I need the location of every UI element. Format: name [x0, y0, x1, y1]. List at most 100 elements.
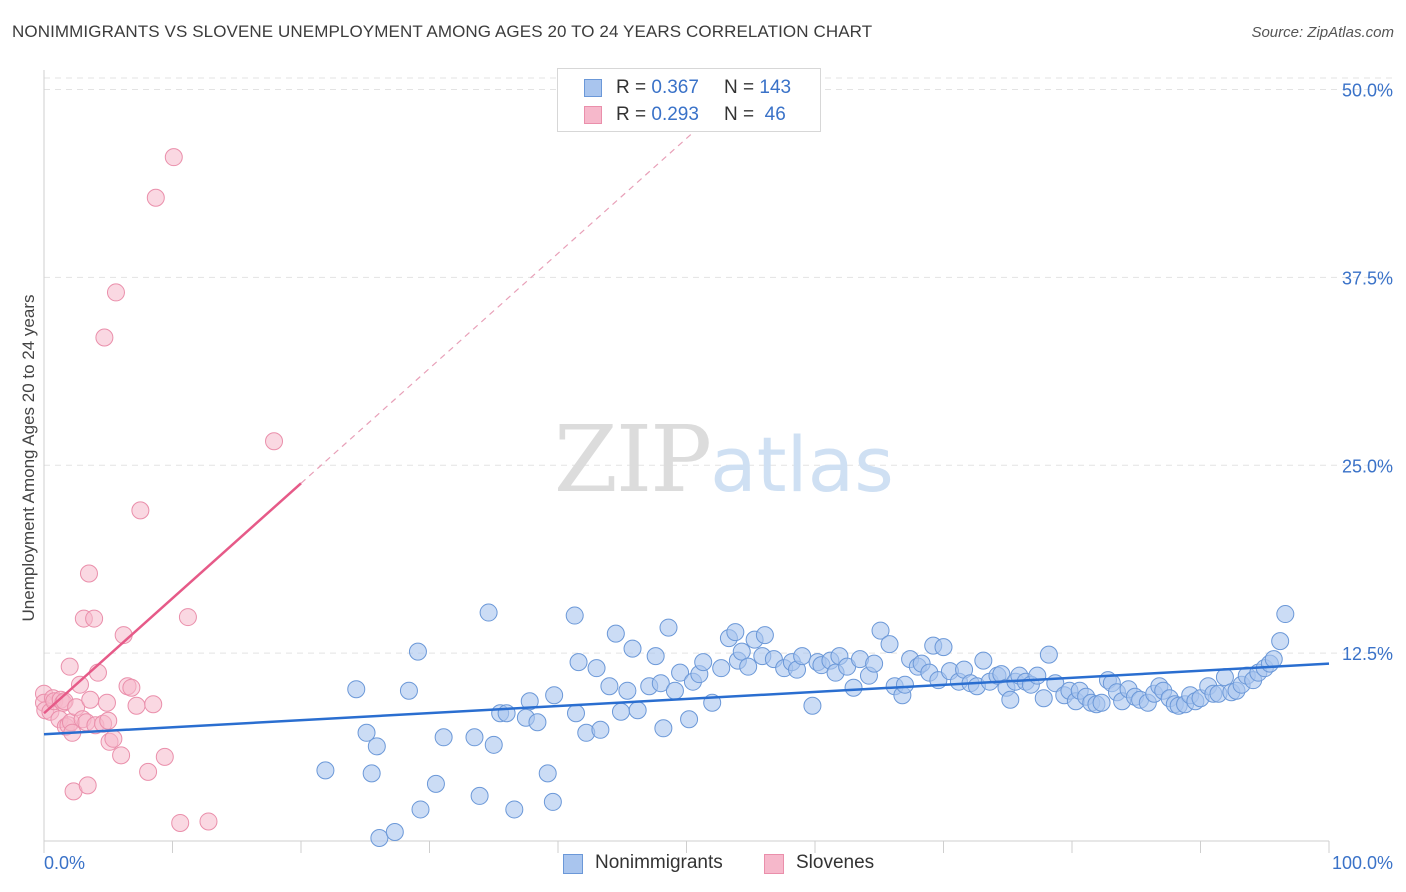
nonimmigrants-points	[316, 603, 1295, 847]
slovenes-point	[199, 812, 218, 831]
nonimmigrants-point	[434, 728, 453, 747]
slovenes-point	[85, 609, 104, 628]
nonimmigrants-point	[1034, 689, 1053, 708]
slovenes-swatch	[584, 106, 602, 124]
grid-lines	[44, 77, 1392, 654]
slovenes-point	[79, 564, 98, 583]
nonimmigrants-point	[543, 792, 562, 811]
nonimmigrants-point	[408, 642, 427, 661]
nonimmigrants-point	[739, 657, 758, 676]
legend-label-nonimmigrants: Nonimmigrants	[595, 852, 723, 873]
nonimmigrants-point	[895, 675, 914, 694]
nonimmigrants-point	[367, 737, 386, 756]
nonimmigrants-point	[465, 728, 484, 747]
nonimmigrants-point	[1028, 666, 1047, 685]
nonimmigrants-point	[623, 639, 642, 658]
n-value-nonimmigrants: 143	[759, 77, 792, 98]
nonimmigrants-point	[694, 653, 713, 672]
slovenes-point	[97, 693, 116, 712]
y-tick-label: 12.5%	[1342, 644, 1393, 664]
nonimmigrants-point	[974, 651, 993, 670]
nonimmigrants-point	[880, 635, 899, 654]
nonimmigrants-point	[726, 623, 745, 642]
n-label: N =	[724, 77, 760, 98]
nonimmigrants-point	[520, 692, 539, 711]
nonimmigrants-point	[479, 603, 498, 622]
nonimmigrants-point	[618, 681, 637, 700]
slovenes-point	[112, 746, 131, 765]
nonimmigrants-point	[357, 723, 376, 742]
r-label: R =	[616, 104, 652, 125]
nonimmigrants-point	[411, 800, 430, 819]
nonimmigrants-point	[316, 761, 335, 780]
n-label: N =	[724, 104, 760, 125]
nonimmigrants-point	[370, 828, 389, 847]
nonimmigrants-point	[505, 800, 524, 819]
correlation-legend: R = 0.367 N = 143 R = 0.293 N = 46	[557, 68, 821, 132]
nonimmigrants-point	[569, 653, 588, 672]
nonimmigrants-point	[671, 663, 690, 682]
slovenes-point	[178, 608, 197, 627]
legend-label-slovenes: Slovenes	[796, 852, 875, 873]
slovenes-legend-swatch	[764, 854, 784, 874]
nonimmigrants-legend-swatch	[563, 854, 583, 874]
nonimmigrants-point	[362, 764, 381, 783]
x-tick-label: 0.0%	[44, 853, 85, 873]
nonimmigrants-point	[484, 735, 503, 754]
nonimmigrants-point	[793, 647, 812, 666]
slovenes-point	[88, 663, 107, 682]
nonimmigrants-point	[591, 720, 610, 739]
watermark-zip: ZIP	[554, 406, 710, 513]
slovenes-trend-line	[43, 482, 302, 715]
slovenes-point	[78, 776, 97, 795]
nonimmigrants-point	[651, 674, 670, 693]
nonimmigrants-point	[665, 681, 684, 700]
nonimmigrants-point	[606, 624, 625, 643]
r-value-nonimmigrants: 0.367	[651, 77, 699, 98]
slovenes-point	[99, 711, 118, 730]
nonimmigrants-point	[587, 659, 606, 678]
slovenes-point	[104, 729, 123, 748]
slovenes-points	[35, 148, 284, 832]
trend-lines	[43, 482, 1330, 736]
chart-title: NONIMMIGRANTS VS SLOVENE UNEMPLOYMENT AM…	[12, 22, 873, 41]
y-axis-label: Unemployment Among Ages 20 to 24 years	[19, 295, 38, 622]
slovenes-point	[171, 813, 190, 832]
y-tick-label: 50.0%	[1342, 81, 1393, 101]
nonimmigrants-point	[934, 638, 953, 657]
nonimmigrants-point	[1271, 632, 1290, 651]
legend-row-slovenes: R = 0.293 N = 46	[558, 102, 820, 128]
r-value-slovenes: 0.293	[651, 104, 699, 125]
nonimmigrants-point	[732, 642, 751, 661]
n-value-slovenes: 46	[759, 104, 786, 125]
slovenes-point	[122, 678, 141, 697]
slovenes-point	[131, 501, 150, 520]
nonimmigrants-trend-line	[43, 662, 1330, 736]
tick-labels: 12.5% 25.0% 37.5% 50.0% 0.0% 100.0%	[44, 81, 1393, 873]
nonimmigrants-point	[347, 680, 366, 699]
nonimmigrants-point	[385, 822, 404, 841]
nonimmigrants-point	[1215, 668, 1234, 687]
slovenes-point	[164, 148, 183, 167]
nonimmigrants-point	[399, 681, 418, 700]
nonimmigrants-point	[611, 702, 630, 721]
slovenes-trend-dashed	[300, 69, 764, 484]
y-tick-label: 37.5%	[1342, 268, 1393, 288]
nonimmigrants-point	[565, 606, 584, 625]
slovenes-point	[144, 695, 163, 714]
watermark-atlas: atlas	[710, 420, 894, 509]
nonimmigrants-point	[1001, 690, 1020, 709]
slovenes-trend-extension	[300, 69, 764, 484]
slovenes-point	[70, 675, 89, 694]
slovenes-point	[265, 432, 284, 451]
nonimmigrants-point	[1039, 645, 1058, 664]
nonimmigrants-point	[1092, 693, 1111, 712]
nonimmigrants-point	[566, 704, 585, 723]
nonimmigrants-point	[803, 696, 822, 715]
legend-row-nonimmigrants: R = 0.367 N = 143	[558, 75, 820, 101]
nonimmigrants-point	[426, 774, 445, 793]
nonimmigrants-point	[528, 713, 547, 732]
nonimmigrants-point	[865, 654, 884, 673]
nonimmigrants-point	[844, 678, 863, 697]
